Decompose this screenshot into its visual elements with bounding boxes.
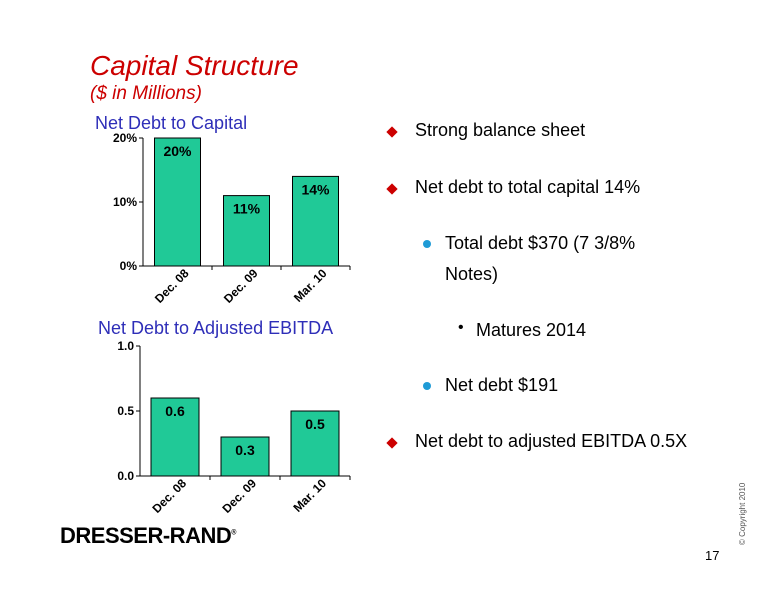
bullet-text: Matures 2014 (476, 320, 587, 340)
chart2-category-label: Dec. 09 (220, 476, 260, 516)
bullet-strong-balance-sheet: Strong balance sheet (386, 120, 586, 141)
diamond-bullet-icon (386, 437, 398, 449)
bullet-total-debt-continued: Notes) (445, 264, 498, 285)
chart2-category-label: Mar. 10 (290, 476, 329, 515)
chart2-bar (150, 397, 200, 477)
bullet-matures-2014: • Matures 2014 (458, 319, 587, 341)
chart1-data-label: 11% (233, 201, 261, 217)
dot-bullet-icon (423, 240, 431, 248)
bullet-net-debt: Net debt $191 (423, 375, 558, 396)
chart2-bar (220, 436, 270, 477)
chart2-label: Net Debt to Adjusted EBITDA (98, 318, 334, 338)
slide-title: Capital Structure (90, 50, 299, 81)
slide-subtitle: ($ in Millions) (90, 83, 202, 104)
chart2-y-tick-label: 0.5 (117, 404, 134, 418)
bullet-net-debt-ebitda: Net debt to adjusted EBITDA 0.5X (386, 431, 688, 452)
chart2-y-tick-label: 0.0 (117, 469, 134, 483)
dot-bullet-icon (423, 382, 431, 390)
chart2-data-label: 0.6 (165, 403, 185, 419)
chart1-bar (154, 137, 201, 267)
chart1-label: Net Debt to Capital (95, 113, 248, 133)
bullet-text: Strong balance sheet (415, 120, 586, 140)
small-dot-bullet-icon: • (458, 319, 464, 336)
bullet-text: Notes) (445, 264, 499, 284)
chart1-y-tick-label: 0% (120, 259, 138, 273)
bullet-text: Net debt $191 (445, 375, 559, 395)
bullet-total-debt: Total debt $370 (7 3/8% (423, 233, 635, 254)
bullet-text: Total debt $370 (7 3/8% (445, 233, 636, 253)
bullet-net-debt-total-capital: Net debt to total capital 14% (386, 177, 641, 198)
chart1-data-label: 20% (163, 143, 192, 159)
diamond-bullet-icon (386, 183, 398, 195)
chart1-y-tick-label: 20% (113, 131, 137, 145)
chart1-bar (223, 195, 270, 267)
bullet-text: Net debt to total capital 14% (415, 177, 641, 197)
bullet-text: Net debt to adjusted EBITDA 0.5X (415, 431, 688, 451)
chart2-y-tick-label: 1.0 (117, 339, 134, 353)
chart1-bar (292, 175, 339, 267)
chart1-data-label: 14% (301, 181, 330, 197)
dresser-rand-logo: DRESSER-RAND® (60, 523, 236, 548)
chart2-data-label: 0.3 (235, 442, 255, 458)
page-number: 17 (705, 548, 720, 563)
diamond-bullet-icon (386, 126, 398, 138)
chart2-bar (290, 410, 340, 477)
chart2-category-label: Dec. 08 (150, 476, 190, 516)
copyright-text: © Copyright 2010 (738, 482, 747, 545)
chart2-data-label: 0.5 (305, 416, 325, 432)
chart1-y-tick-label: 10% (113, 195, 137, 209)
